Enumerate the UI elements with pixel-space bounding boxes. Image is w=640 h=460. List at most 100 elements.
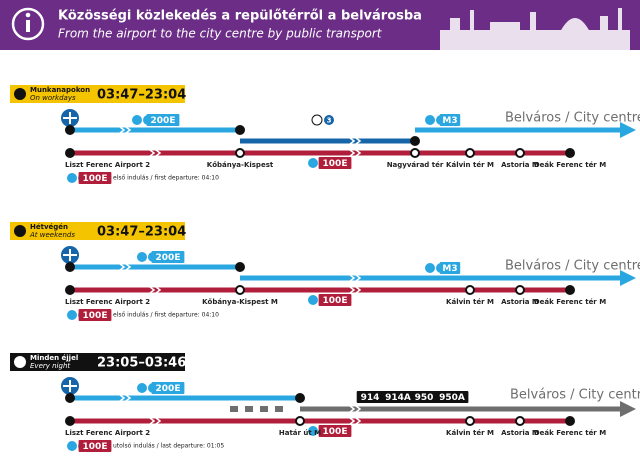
stop-name: Deák Ferenc tér M (534, 161, 606, 169)
stop-name: Liszt Ferenc Airport 2 (65, 429, 150, 437)
route-badge (435, 391, 469, 403)
bus-icon (308, 158, 318, 168)
route-label: 950 (415, 393, 434, 403)
footnote: első indulás / first departure: 04:10 (113, 175, 219, 182)
metro-icon (311, 114, 323, 126)
stop (515, 148, 525, 158)
plane (63, 112, 77, 124)
chevron (355, 417, 362, 425)
dash (230, 406, 238, 412)
chevron (355, 149, 362, 157)
badge-icon (14, 88, 26, 100)
chevron (149, 149, 156, 157)
chevron (119, 263, 126, 271)
stop-name: Liszt Ferenc Airport 2 (65, 298, 150, 306)
route-label: 100E (323, 427, 348, 437)
stop (65, 262, 75, 272)
stop-name: Nagyvárad tér (387, 161, 444, 169)
route-label: 950A (439, 393, 465, 403)
badge (10, 353, 185, 371)
plane (63, 249, 77, 261)
stop-name: Kálvin tér M (446, 298, 494, 306)
route-badge (318, 425, 352, 437)
hours: 03:47–23:04 (97, 88, 186, 103)
bus-icon (132, 115, 142, 125)
stop (410, 136, 420, 146)
dash (275, 406, 283, 412)
chevron (349, 405, 356, 413)
stop (65, 393, 75, 403)
chevron (119, 394, 126, 402)
stop (515, 285, 525, 295)
city-skyline (440, 8, 630, 50)
route-badge (78, 440, 112, 452)
stop (465, 285, 475, 295)
route-badge (146, 114, 180, 126)
info-icon-bar (26, 20, 30, 32)
footnote: utolsó indulás / last departure: 01:05 (113, 443, 224, 450)
subtitle: From the airport to the city centre by p… (58, 27, 383, 41)
stop (235, 262, 245, 272)
stop-name: Határ út M (279, 429, 321, 437)
stop (565, 416, 575, 426)
route-label: 100E (83, 442, 108, 452)
stop-name: Deák Ferenc tér M (534, 298, 606, 306)
stop-name: Kőbánya-Kispest M (202, 297, 278, 306)
dash (260, 406, 268, 412)
stop-name: Kálvin tér M (446, 161, 494, 169)
route-label: 200E (156, 384, 181, 394)
chevron (349, 417, 356, 425)
destination: Belváros / City centre (505, 111, 640, 126)
stop-name: Astoria M (501, 429, 539, 437)
chevron (355, 274, 362, 282)
stop (65, 125, 75, 135)
arrow (620, 401, 636, 417)
bus-icon (137, 383, 147, 393)
chevron (355, 137, 362, 145)
route-label: M3 (442, 264, 457, 274)
badge-hu: Munkanapokon (30, 86, 90, 94)
chevron (149, 417, 156, 425)
stop (235, 148, 245, 158)
chevron (125, 126, 132, 134)
badge-hu: Hétvégén (30, 223, 68, 231)
chevron (349, 149, 356, 157)
chevron (155, 149, 162, 157)
route-label: 100E (323, 296, 348, 306)
bus-icon (67, 441, 77, 451)
route-badge (78, 172, 112, 184)
hours: 03:47–23:04 (97, 225, 186, 240)
stop-name: Kálvin tér M (446, 429, 494, 437)
route-badge (381, 391, 415, 403)
info-icon-dot (25, 12, 31, 18)
stop (295, 393, 305, 403)
bus-icon (67, 310, 77, 320)
route-label: 100E (83, 311, 108, 321)
badge-hu: Minden éjjel (30, 354, 78, 362)
chevron (155, 286, 162, 294)
info-icon (11, 7, 45, 41)
dash (245, 406, 253, 412)
stop-name: Astoria M (501, 298, 539, 306)
stop (65, 148, 75, 158)
title: Közösségi közlekedés a repülőtérről a be… (58, 9, 422, 24)
bus-icon (308, 295, 318, 305)
chevron (355, 286, 362, 294)
stop (565, 148, 575, 158)
plane (63, 380, 77, 392)
footnote: első indulás / first departure: 04:10 (113, 312, 219, 319)
chevron (149, 286, 156, 294)
stop (410, 148, 420, 158)
route-label: 3 (327, 117, 332, 125)
arrow (620, 270, 636, 286)
arrow (620, 122, 636, 138)
bus-icon (308, 426, 318, 436)
route-badge (439, 262, 461, 274)
route-badge (151, 251, 185, 263)
stop (65, 416, 75, 426)
route-label: 200E (151, 116, 176, 126)
chevron (125, 394, 132, 402)
metro-line (324, 115, 334, 125)
stop (465, 148, 475, 158)
